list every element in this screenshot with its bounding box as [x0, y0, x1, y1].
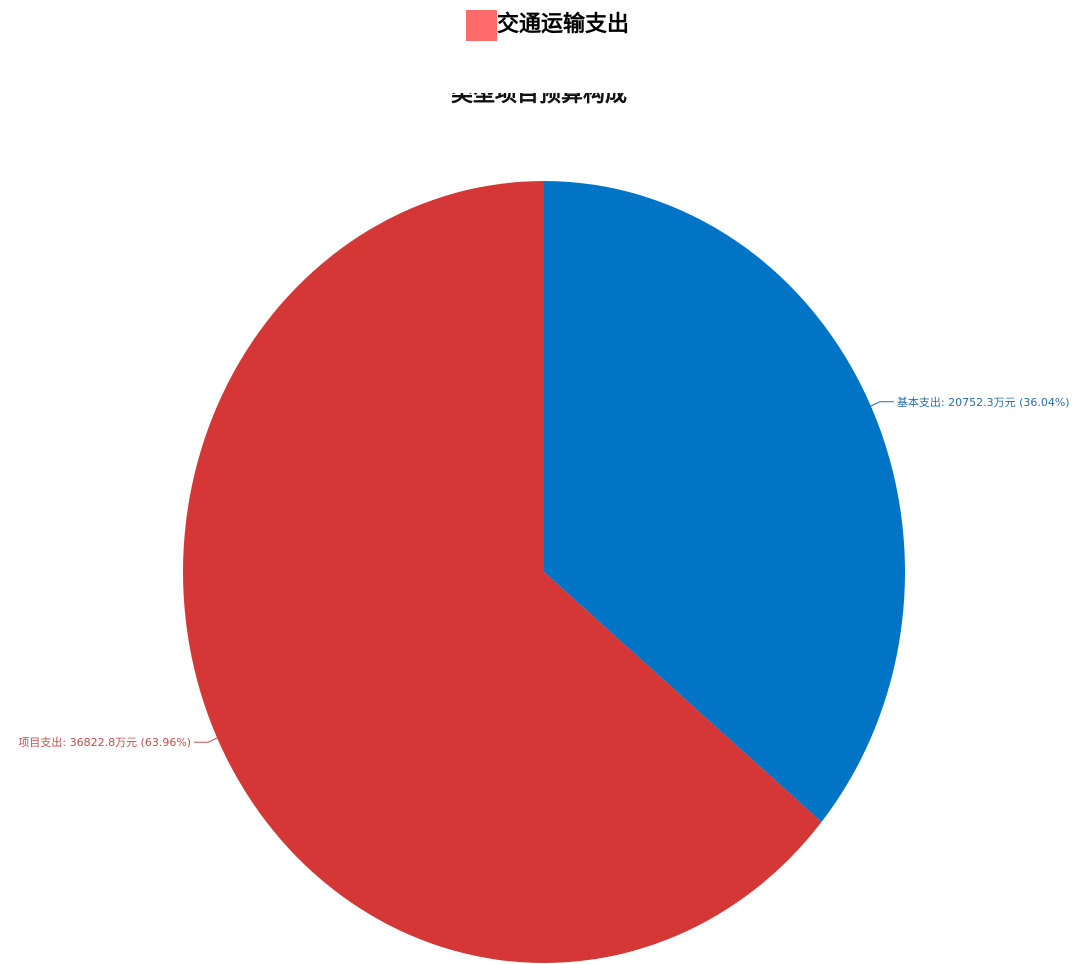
slice-label-2: 项目支出: 36822.8万元 (63.96%) — [18, 735, 191, 749]
chart-legend[interactable]: 交通运输支出 — [466, 9, 629, 41]
chart-subtitle-clip: 类型项目预算构成 — [0, 93, 1078, 106]
chart-subtitle: 类型项目预算构成 — [450, 93, 627, 106]
legend-swatch — [466, 9, 497, 41]
pie-slice-2[interactable] — [182, 181, 822, 963]
pie-slices — [182, 181, 905, 963]
pie-slice-1[interactable] — [544, 181, 905, 823]
label-leader-line-1 — [870, 401, 894, 407]
legend-label: 交通运输支出 — [497, 12, 630, 37]
label-leader-line-2 — [194, 737, 218, 743]
pie-labels: 基本支出: 20752.3万元 (36.04%) 项目支出: 36822.8万元 … — [18, 395, 1069, 749]
slice-label-1: 基本支出: 20752.3万元 (36.04%) — [897, 395, 1070, 409]
